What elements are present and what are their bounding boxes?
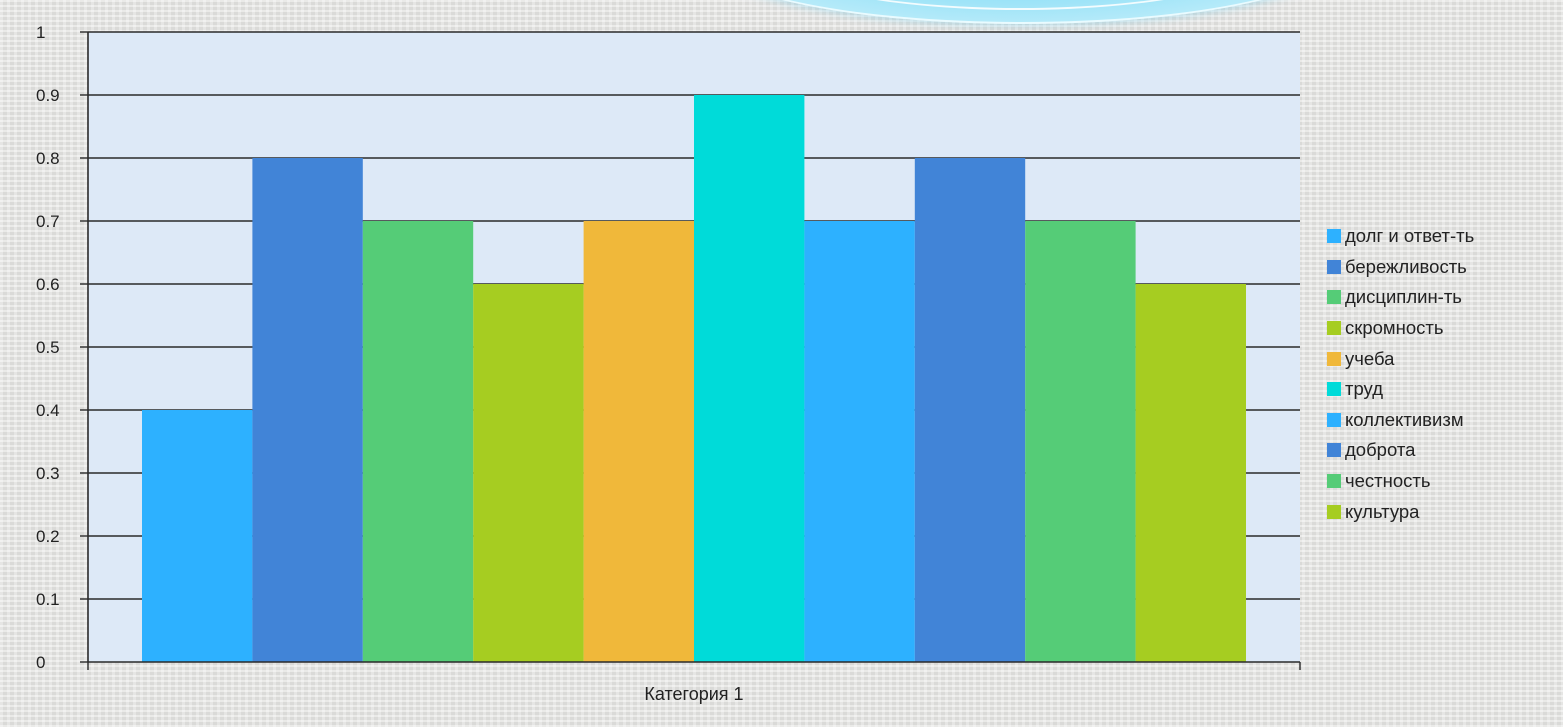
bar	[694, 95, 805, 662]
legend-label: дисциплин-ть	[1345, 286, 1462, 308]
y-tick-labels: 0 0.1 0.2 0.3 0.4 0.5 0.6 0.7 0.8 0.9 1	[36, 23, 60, 672]
bar	[583, 221, 694, 662]
bar	[142, 410, 253, 662]
legend-label: бережливость	[1345, 255, 1467, 277]
y-tick-label: 1	[36, 23, 45, 42]
y-tick-label: 0.2	[36, 527, 60, 546]
y-tick-label: 0.5	[36, 338, 60, 357]
bar	[362, 221, 474, 662]
y-tick-label: 0.7	[36, 212, 60, 231]
bar	[1135, 284, 1246, 662]
legend-item: доброта	[1327, 435, 1474, 466]
legend-item: скромность	[1327, 313, 1474, 344]
legend: долг и ответ-ть бережливость дисциплин-ть с…	[1327, 221, 1474, 527]
legend-swatch	[1327, 259, 1341, 274]
legend-swatch	[1327, 382, 1341, 397]
legend-swatch	[1327, 504, 1341, 519]
y-tick-label: 0.8	[36, 149, 60, 168]
legend-item: коллективизм	[1327, 405, 1474, 436]
bar	[252, 158, 363, 662]
legend-item: бережливость	[1327, 252, 1474, 283]
legend-label: труд	[1345, 378, 1383, 400]
legend-item: долг и ответ-ть	[1327, 221, 1474, 252]
y-tick-label: 0.4	[36, 401, 60, 420]
legend-label: честность	[1345, 470, 1431, 492]
legend-label: скромность	[1345, 317, 1444, 339]
legend-swatch	[1327, 474, 1341, 489]
y-tick-label: 0	[36, 653, 45, 672]
bar	[914, 158, 1026, 662]
bar	[804, 221, 915, 662]
legend-item: честность	[1327, 466, 1474, 497]
bar	[1025, 221, 1136, 662]
legend-swatch	[1327, 351, 1341, 366]
y-tick-label: 0.9	[36, 86, 60, 105]
y-tick-label: 0.1	[36, 590, 60, 609]
legend-swatch	[1327, 290, 1341, 305]
category-label: Категория 1	[644, 684, 743, 704]
legend-item: труд	[1327, 374, 1474, 405]
legend-swatch	[1327, 443, 1341, 458]
legend-item: культура	[1327, 496, 1474, 527]
legend-label: долг и ответ-ть	[1345, 225, 1475, 247]
legend-swatch	[1327, 412, 1341, 427]
legend-item: учеба	[1327, 343, 1474, 374]
bars	[142, 95, 1246, 662]
legend-label: учеба	[1345, 347, 1395, 369]
axes	[80, 31, 1301, 670]
legend-label: коллективизм	[1345, 408, 1464, 430]
y-tick-label: 0.6	[36, 275, 60, 294]
bar	[473, 284, 584, 662]
legend-item: дисциплин-ть	[1327, 282, 1474, 313]
decorative-arc-line	[760, 0, 1280, 10]
y-tick-label: 0.3	[36, 464, 60, 483]
legend-label: культура	[1345, 500, 1420, 522]
legend-swatch	[1327, 229, 1341, 244]
legend-swatch	[1327, 321, 1341, 336]
legend-label: доброта	[1345, 439, 1416, 461]
